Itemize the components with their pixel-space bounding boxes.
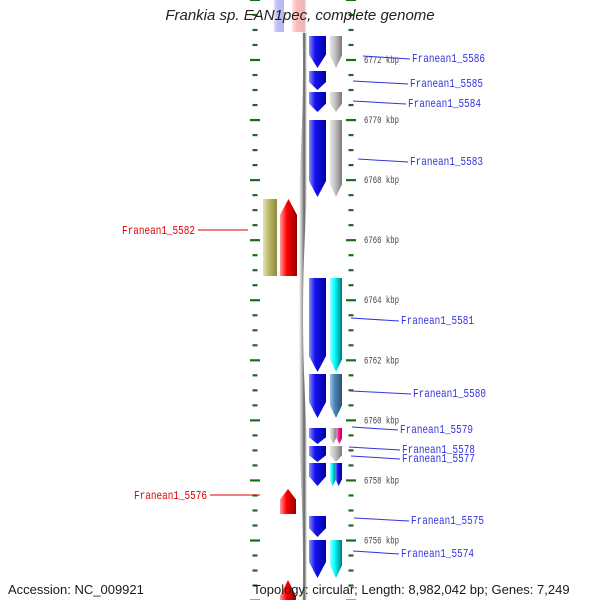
svg-text:Franean1_5586: Franean1_5586 (412, 53, 485, 66)
svg-text:Franean1_5584: Franean1_5584 (408, 98, 481, 111)
svg-text:6764 kbp: 6764 kbp (364, 295, 399, 306)
svg-text:6766 kbp: 6766 kbp (364, 235, 399, 246)
svg-text:Accession: NC_009921: Accession: NC_009921 (8, 582, 144, 597)
svg-text:Franean1_5577: Franean1_5577 (402, 453, 475, 466)
svg-text:6758 kbp: 6758 kbp (364, 475, 399, 486)
svg-text:Franean1_5579: Franean1_5579 (400, 424, 473, 437)
svg-text:Franean1_5576: Franean1_5576 (134, 490, 207, 503)
svg-text:6756 kbp: 6756 kbp (364, 536, 399, 547)
svg-text:Franean1_5585: Franean1_5585 (410, 78, 483, 91)
svg-text:Franean1_5580: Franean1_5580 (413, 388, 486, 401)
svg-text:Franean1_5583: Franean1_5583 (410, 156, 483, 169)
svg-text:Franean1_5582: Franean1_5582 (122, 225, 195, 238)
svg-text:6762 kbp: 6762 kbp (364, 355, 399, 366)
svg-text:Franean1_5574: Franean1_5574 (401, 548, 474, 561)
svg-text:Franean1_5581: Franean1_5581 (401, 315, 474, 328)
svg-text:Franean1_5575: Franean1_5575 (411, 515, 484, 528)
svg-text:6768 kbp: 6768 kbp (364, 175, 399, 186)
svg-text:Topology: circular; Length: 8,: Topology: circular; Length: 8,982,042 bp… (253, 582, 570, 597)
svg-text:6770 kbp: 6770 kbp (364, 115, 399, 126)
svg-text:6760 kbp: 6760 kbp (364, 415, 399, 426)
